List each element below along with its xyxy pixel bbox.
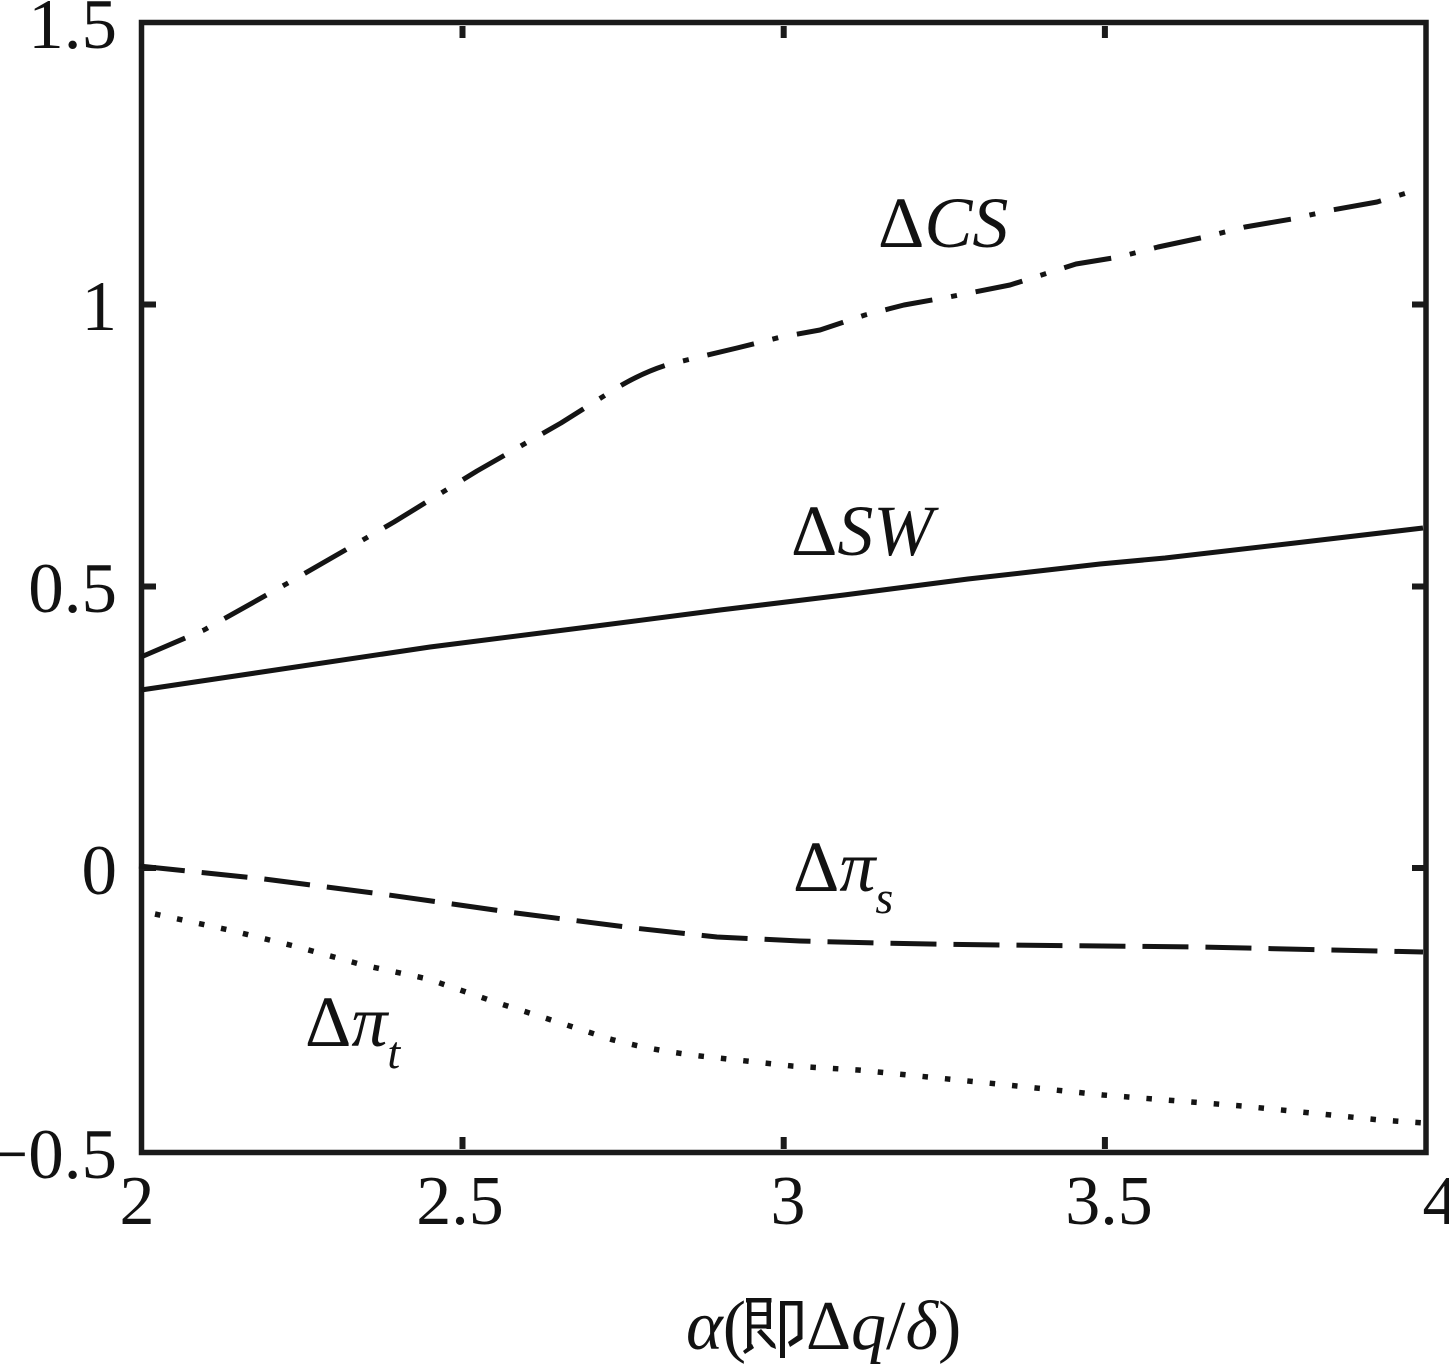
svg-text:4: 4 [1423,1163,1449,1240]
svg-text:1.5: 1.5 [28,0,117,64]
svg-text:2: 2 [120,1163,155,1240]
svg-text:1: 1 [82,268,118,346]
svg-text:ΔCS: ΔCS [878,183,1008,263]
svg-text:2.5: 2.5 [416,1163,504,1240]
svg-text:3: 3 [771,1163,806,1240]
svg-text:α(: α( [686,1288,746,1365]
svg-text:ΔSW: ΔSW [791,491,939,571]
svg-text:3.5: 3.5 [1065,1163,1153,1240]
svg-text:Δq/δ): Δq/δ) [806,1288,961,1365]
svg-text:0: 0 [82,832,118,910]
svg-text:−0.5: −0.5 [0,1116,117,1194]
svg-text:0.5: 0.5 [28,550,117,628]
svg-text:Δπt: Δπt [305,982,401,1078]
svg-text:Δπs: Δπs [793,827,893,923]
